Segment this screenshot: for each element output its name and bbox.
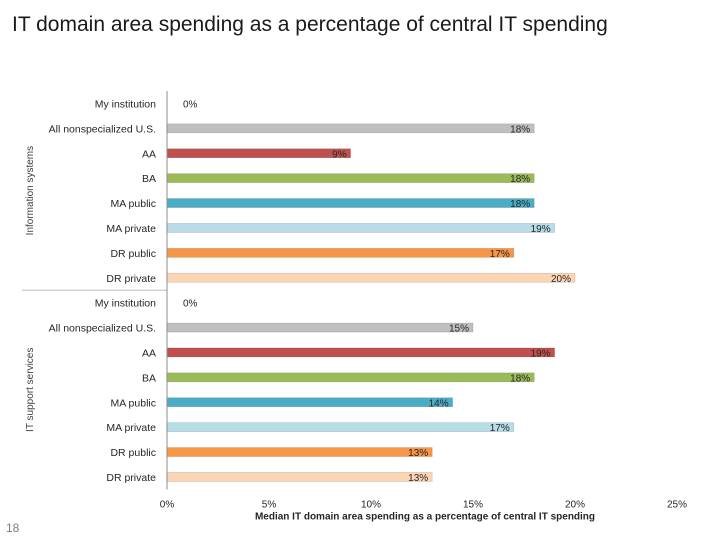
bar-it-support-services-dr-private [166,472,433,482]
data-label: 0% [183,299,198,310]
category-label-ma-public: MA public [110,198,156,210]
category-label-aa: AA [142,148,156,160]
data-label: 13% [408,448,428,459]
category-label-ma-private: MA private [106,422,156,434]
category-label-all-nonspecialized-u-s: All nonspecialized U.S. [49,123,156,135]
data-label: 9% [332,149,347,160]
category-label-my-institution: My institution [95,98,156,110]
slide-number: 18 [6,521,20,535]
data-label: 14% [429,398,449,409]
bar-information-systems-ba [166,173,535,183]
group-label-it-support-services: IT support services [25,348,36,432]
data-label: 19% [531,224,551,235]
category-label-ma-private: MA private [106,223,156,235]
bar-it-support-services-ba [166,372,535,383]
category-label-my-institution: My institution [95,298,156,310]
bar-information-systems-all-nonspecialized-u-s [166,123,535,134]
bar-information-systems-ma-public [166,198,535,208]
data-label: 0% [183,99,198,110]
x-tick-label: 25% [667,499,687,510]
slide-title: IT domain area spending as a percentage … [12,13,608,36]
data-label: 15% [449,324,469,335]
bar-it-support-services-ma-private [166,422,515,432]
category-label-dr-public: DR public [110,248,156,260]
bar-information-systems-ma-private [166,223,555,233]
data-label: 18% [510,199,530,210]
x-tick-label: 0% [160,499,175,510]
data-label: 17% [490,423,510,434]
data-label: 17% [490,249,510,260]
bar-it-support-services-all-nonspecialized-u-s [166,322,474,333]
data-label: 20% [551,274,571,285]
x-tick-label: 5% [262,499,277,510]
category-label-dr-private: DR private [106,472,156,484]
data-label: 18% [510,124,530,135]
category-label-all-nonspecialized-u-s: All nonspecialized U.S. [49,323,156,335]
x-axis-title: Median IT domain area spending as a perc… [255,511,595,522]
data-label: 19% [531,348,551,359]
group-label-information-systems: Information systems [25,146,36,235]
category-label-ma-public: MA public [110,397,156,409]
category-label-ba: BA [142,173,156,185]
x-tick-label: 10% [361,499,381,510]
category-label-aa: AA [142,347,156,359]
data-label: 13% [408,473,428,484]
category-label-dr-private: DR private [106,273,156,285]
bar-information-systems-dr-public [166,248,515,258]
bar-it-support-services-dr-public [166,447,433,457]
bar-information-systems-dr-private [166,272,576,283]
category-label-ba: BA [142,372,156,384]
category-label-dr-public: DR public [110,447,156,459]
data-label: 18% [510,174,530,185]
bar-it-support-services-aa [166,347,555,358]
x-tick-label: 15% [463,499,483,510]
data-label: 18% [510,373,530,384]
bar-it-support-services-ma-public [166,397,453,408]
x-tick-label: 20% [565,499,585,510]
bar-information-systems-aa [166,148,351,159]
